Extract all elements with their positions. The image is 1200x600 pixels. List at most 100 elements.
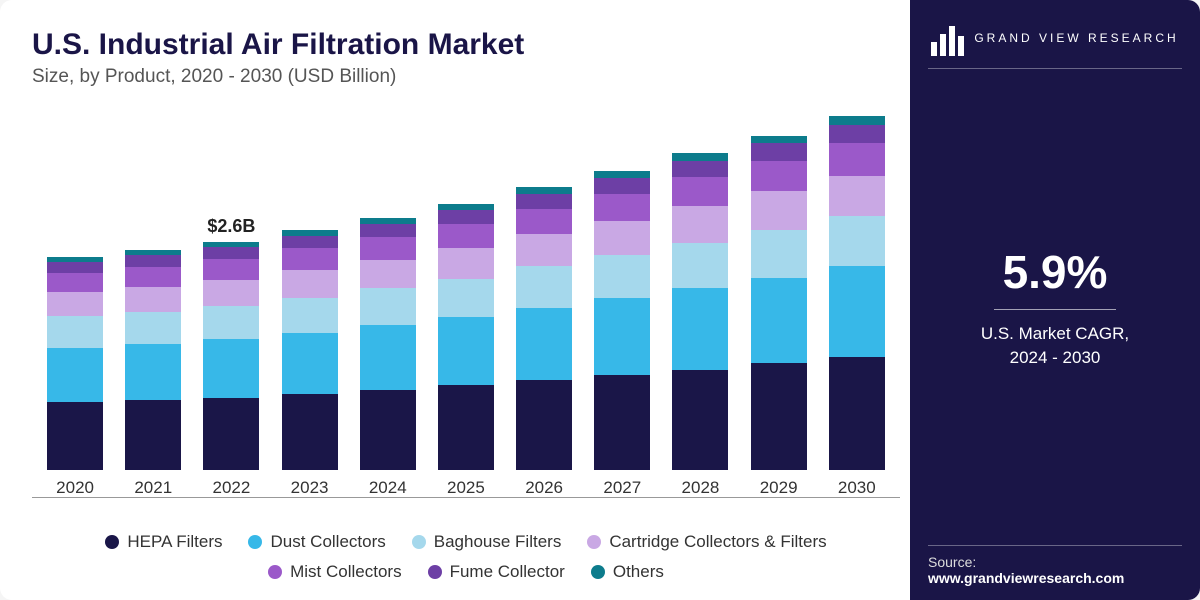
stacked-bar bbox=[829, 116, 885, 470]
stacked-bar bbox=[125, 250, 181, 470]
bar-segment bbox=[438, 224, 494, 248]
bar-segment bbox=[125, 255, 181, 266]
bar-segment bbox=[203, 259, 259, 280]
stacked-bar bbox=[594, 171, 650, 470]
bar-segment bbox=[360, 260, 416, 289]
bar-segment bbox=[829, 125, 885, 143]
chart-title: U.S. Industrial Air Filtration Market bbox=[32, 28, 900, 62]
x-axis-label: 2022 bbox=[213, 478, 251, 498]
legend-item: Dust Collectors bbox=[248, 532, 385, 552]
x-axis-label: 2026 bbox=[525, 478, 563, 498]
bar-column: 2024 bbox=[360, 218, 416, 498]
bar-segment bbox=[751, 161, 807, 192]
bar-segment bbox=[829, 216, 885, 267]
bar-segment bbox=[672, 153, 728, 161]
legend-swatch bbox=[248, 535, 262, 549]
source-url: www.grandviewresearch.com bbox=[928, 570, 1182, 586]
legend-label: Fume Collector bbox=[450, 562, 565, 582]
bar-segment bbox=[594, 221, 650, 255]
divider bbox=[994, 309, 1116, 310]
bar-segment bbox=[594, 298, 650, 375]
bar-segment bbox=[203, 306, 259, 339]
bar-segment bbox=[360, 224, 416, 237]
bar-segment bbox=[47, 273, 103, 292]
legend-swatch bbox=[587, 535, 601, 549]
bar-column: 2020 bbox=[47, 257, 103, 498]
legend-swatch bbox=[105, 535, 119, 549]
bar-segment bbox=[282, 394, 338, 470]
bar-segment bbox=[594, 194, 650, 221]
bar-segment bbox=[672, 177, 728, 206]
cagr-block: 5.9% U.S. Market CAGR, 2024 - 2030 bbox=[981, 69, 1129, 545]
stacked-bar bbox=[360, 218, 416, 470]
bar-segment bbox=[47, 402, 103, 470]
stacked-bar bbox=[751, 136, 807, 471]
bar-segment bbox=[282, 298, 338, 333]
bar-segment bbox=[516, 266, 572, 307]
cagr-label-line2: 2024 - 2030 bbox=[1010, 348, 1101, 367]
bar-column: 2030 bbox=[829, 116, 885, 498]
bar-segment bbox=[47, 348, 103, 402]
bar-segment bbox=[438, 317, 494, 385]
bar-segment bbox=[594, 171, 650, 178]
bar-segment bbox=[672, 288, 728, 369]
source-block: Source: www.grandviewresearch.com bbox=[928, 545, 1182, 586]
bar-segment bbox=[594, 255, 650, 298]
bar-segment bbox=[751, 136, 807, 144]
source-label: Source: bbox=[928, 554, 1182, 570]
bar-segment bbox=[360, 288, 416, 325]
brand-name: GRAND VIEW RESEARCH bbox=[974, 31, 1178, 47]
cagr-label-line1: U.S. Market CAGR, bbox=[981, 324, 1129, 343]
stacked-bar bbox=[282, 230, 338, 470]
x-axis-label: 2021 bbox=[134, 478, 172, 498]
bar-segment bbox=[751, 278, 807, 364]
bar-column: 2029 bbox=[751, 136, 807, 499]
bar-segment bbox=[360, 325, 416, 390]
bar-segment bbox=[516, 234, 572, 266]
bar-segment bbox=[751, 191, 807, 229]
x-axis-label: 2030 bbox=[838, 478, 876, 498]
bar-segment bbox=[203, 280, 259, 306]
bar-segment bbox=[203, 398, 259, 471]
legend-swatch bbox=[428, 565, 442, 579]
bars-container: 20202021$2.6B202220232024202520262027202… bbox=[32, 104, 900, 498]
bar-segment bbox=[516, 380, 572, 470]
bar-segment bbox=[360, 237, 416, 260]
legend-label: Dust Collectors bbox=[270, 532, 385, 552]
bar-segment bbox=[672, 161, 728, 178]
bar-column: 2026 bbox=[516, 187, 572, 498]
plot-area: 20202021$2.6B202220232024202520262027202… bbox=[32, 104, 900, 528]
bar-column: 2023 bbox=[282, 230, 338, 498]
bar-segment bbox=[360, 390, 416, 470]
bar-segment bbox=[125, 267, 181, 287]
legend-label: HEPA Filters bbox=[127, 532, 222, 552]
stacked-bar bbox=[516, 187, 572, 470]
bar-segment bbox=[282, 270, 338, 298]
bar-column: 2027 bbox=[594, 171, 650, 498]
bar-segment bbox=[125, 344, 181, 400]
bar-segment bbox=[47, 292, 103, 316]
logo-bars-icon bbox=[931, 22, 964, 56]
bar-segment bbox=[125, 287, 181, 312]
x-axis-label: 2025 bbox=[447, 478, 485, 498]
cagr-value: 5.9% bbox=[1003, 245, 1108, 299]
bar-segment bbox=[672, 206, 728, 243]
value-callout: $2.6B bbox=[207, 216, 255, 237]
bar-segment bbox=[751, 143, 807, 160]
bar-segment bbox=[672, 370, 728, 470]
bar-segment bbox=[125, 312, 181, 344]
x-axis-label: 2024 bbox=[369, 478, 407, 498]
sidebar: GRAND VIEW RESEARCH 5.9% U.S. Market CAG… bbox=[910, 0, 1200, 600]
bar-column: $2.6B2022 bbox=[203, 242, 259, 498]
bar-segment bbox=[203, 339, 259, 398]
bar-segment bbox=[438, 248, 494, 279]
legend-label: Others bbox=[613, 562, 664, 582]
bar-segment bbox=[516, 308, 572, 381]
bar-segment bbox=[47, 316, 103, 347]
x-axis-label: 2020 bbox=[56, 478, 94, 498]
bar-segment bbox=[125, 400, 181, 470]
legend-label: Cartridge Collectors & Filters bbox=[609, 532, 826, 552]
stacked-bar bbox=[47, 257, 103, 470]
bar-segment bbox=[282, 248, 338, 270]
cagr-label: U.S. Market CAGR, 2024 - 2030 bbox=[981, 322, 1129, 370]
